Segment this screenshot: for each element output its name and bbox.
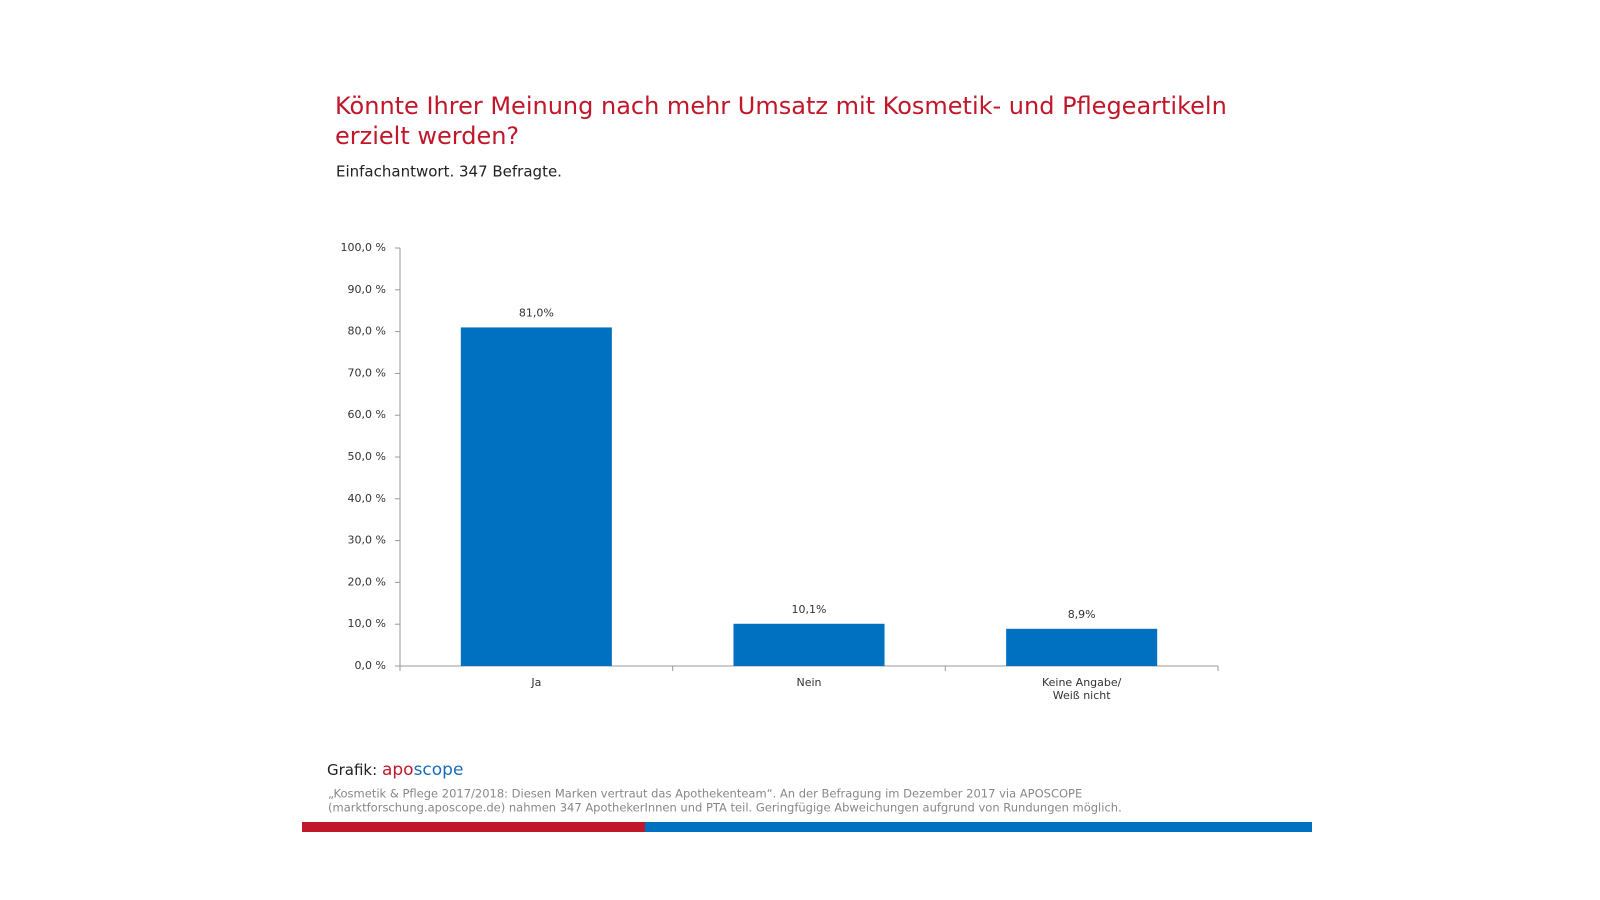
y-tick-label: 40,0 % [348,492,386,505]
chart-subtitle: Einfachantwort. 347 Befragte. [336,163,562,181]
chart-title: Könnte Ihrer Meinung nach mehr Umsatz mi… [335,92,1227,120]
value-label: 8,9% [1068,608,1096,621]
footnote: (marktforschung.aposcope.de) nahmen 347 … [328,801,1122,815]
bar [733,623,885,666]
credit-label: Grafik: [327,761,377,779]
y-tick-label: 20,0 % [348,575,386,588]
footnote: „Kosmetik & Pflege 2017/2018: Diesen Mar… [328,787,1082,801]
logo-apo: apo [382,760,414,780]
bar [1006,628,1158,666]
y-tick-label: 30,0 % [348,534,386,547]
y-tick-label: 100,0 % [341,241,386,254]
y-tick-label: 70,0 % [348,366,386,379]
y-tick-label: 80,0 % [348,325,386,338]
y-tick-label: 50,0 % [348,450,386,463]
bar [460,327,612,666]
value-label: 81,0% [519,306,554,319]
y-tick-label: 90,0 % [348,283,386,296]
y-tick-label: 60,0 % [348,408,386,421]
x-tick-label: Nein [796,676,821,689]
footer-band-red [302,822,645,832]
y-tick-label: 10,0 % [348,617,386,630]
y-tick-label: 0,0 % [355,659,386,672]
credit: Grafik: aposcope [327,760,463,780]
chart-title: erzielt werden? [335,122,519,150]
x-tick-label: Keine Angabe/Weiß nicht [1042,676,1122,702]
logo-scope: scope [414,760,464,780]
value-label: 10,1% [792,603,827,616]
x-tick-label: Ja [530,676,541,689]
footer-band-blue [645,822,1312,832]
